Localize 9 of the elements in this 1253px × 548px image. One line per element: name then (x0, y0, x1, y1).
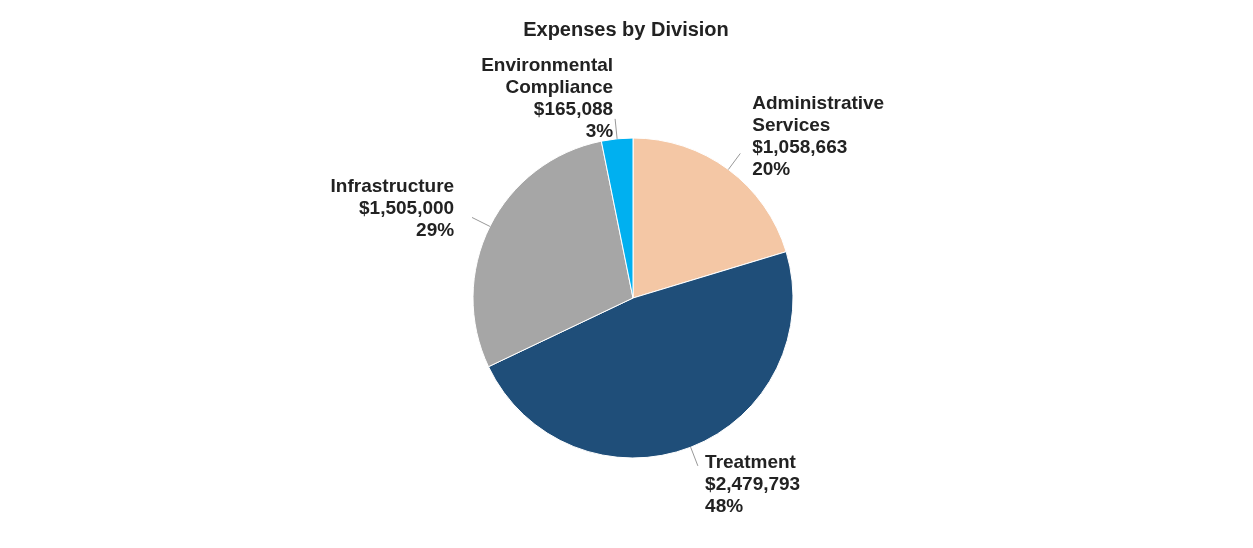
slice-label: Environmental Compliance (481, 54, 614, 98)
data-label: $2,479,793 48% (705, 472, 801, 516)
chart-title: Expenses by Division (523, 18, 729, 40)
data-label: $1,058,663 20% (752, 136, 848, 180)
data-label: $165,088 3% (533, 98, 614, 142)
data-label: $1,505,000 29% (359, 196, 455, 240)
slice-label: Administrative Services (752, 92, 885, 136)
slice-label: Treatment (705, 450, 797, 472)
slice-label: Infrastructure (330, 174, 455, 196)
